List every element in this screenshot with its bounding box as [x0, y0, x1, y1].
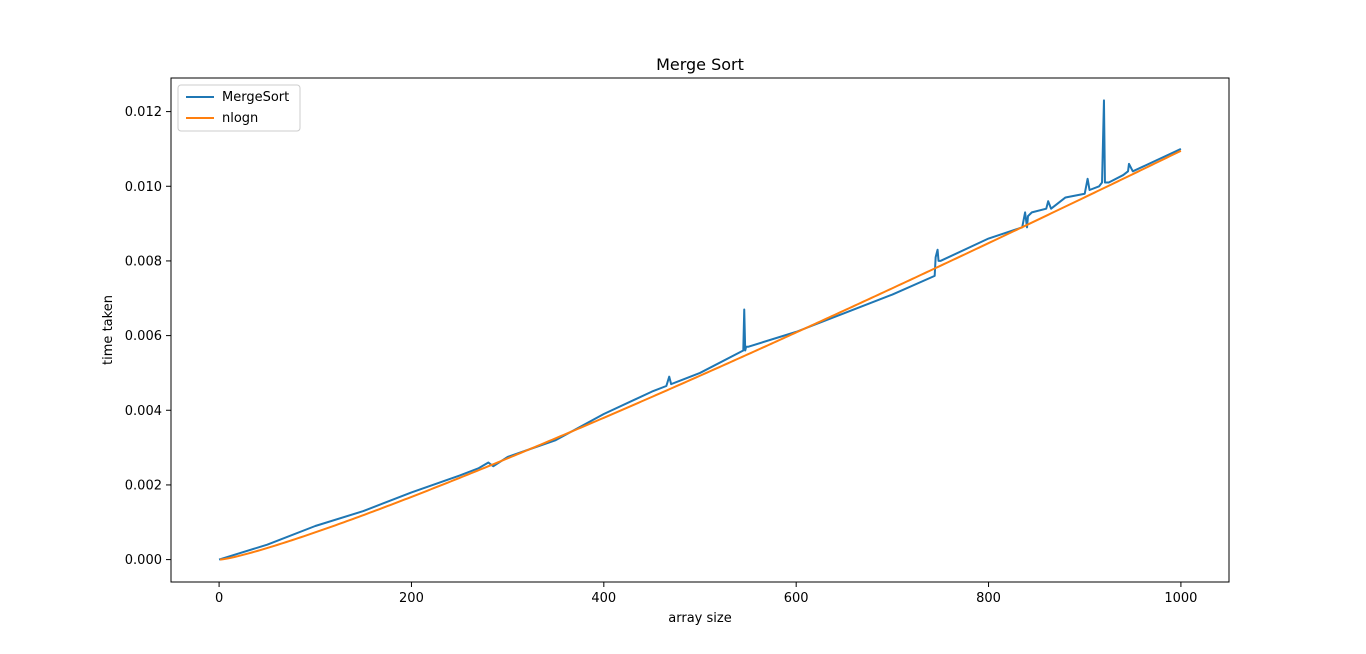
y-tick-label: 0.008	[125, 254, 162, 269]
legend-label-nlogn: nlogn	[222, 111, 258, 126]
legend-label-mergesort: MergeSort	[222, 90, 289, 105]
x-tick-label: 0	[215, 591, 223, 606]
series-line-nlogn	[219, 149, 1182, 561]
plot-frame	[170, 77, 1230, 583]
x-tick-label: 1000	[1164, 591, 1197, 606]
y-axis-label: time taken	[101, 295, 116, 365]
legend: MergeSort nlogn	[177, 84, 301, 132]
y-tick-label: 0.000	[125, 553, 162, 568]
series-group	[218, 99, 1182, 561]
x-tick-label: 800	[976, 591, 1001, 606]
y-axis: 0.000 0.002 0.004 0.006 0.008 0.010 0.012	[125, 105, 171, 568]
y-tick-label: 0.002	[125, 478, 162, 493]
y-tick-label: 0.004	[125, 404, 162, 419]
x-axis-label: array size	[668, 611, 731, 626]
x-tick-label: 600	[784, 591, 809, 606]
x-tick-label: 400	[591, 591, 616, 606]
x-axis: 0 200 400 600 800 1000	[215, 582, 1197, 606]
y-tick-label: 0.012	[125, 105, 162, 120]
plot-background	[171, 78, 1229, 582]
chart-title: Merge Sort	[656, 55, 744, 74]
x-tick-label: 200	[399, 591, 424, 606]
y-tick-label: 0.006	[125, 329, 162, 344]
y-tick-label: 0.010	[125, 180, 162, 195]
